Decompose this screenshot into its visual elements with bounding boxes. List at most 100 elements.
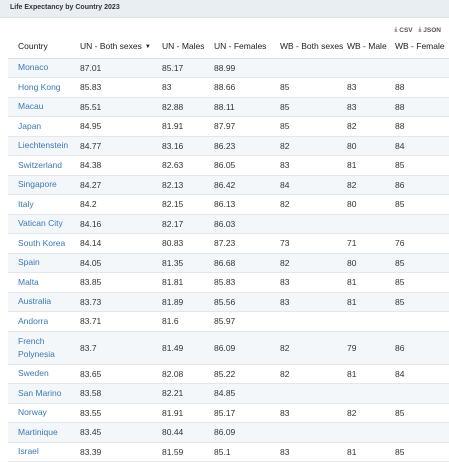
table-row: Macau 85.51 82.88 88.11 85 83 88 xyxy=(8,97,449,117)
wb-both-cell: 73 xyxy=(270,233,337,254)
wb-male-cell xyxy=(337,58,385,78)
un-both-cell: 84.16 xyxy=(70,214,152,234)
wb-female-cell: 86 xyxy=(385,175,449,195)
country-cell[interactable]: Liechtenstein xyxy=(8,136,70,156)
wb-male-cell: 81 xyxy=(337,364,385,384)
table-row: Liechtenstein 84.77 83.16 86.23 82 80 84 xyxy=(8,136,449,156)
country-cell[interactable]: Singapore xyxy=(8,175,70,195)
table-row: Italy 84.2 82.15 86.13 82 80 85 xyxy=(8,194,449,215)
un-females-cell: 85.97 xyxy=(204,311,270,332)
wb-male-cell: 83 xyxy=(337,77,385,98)
column-header-wb-both[interactable]: WB - Both sexes xyxy=(270,34,343,59)
country-cell[interactable]: Switzerland xyxy=(8,155,70,176)
country-cell[interactable]: Norway xyxy=(8,403,70,423)
wb-female-cell: 88 xyxy=(385,97,449,117)
un-females-cell: 87.97 xyxy=(204,116,270,137)
un-females-cell: 86.09 xyxy=(204,331,270,365)
column-header-wb-male[interactable]: WB - Male xyxy=(337,34,387,59)
wb-both-cell: 83 xyxy=(270,442,337,462)
wb-both-cell: 84 xyxy=(270,175,337,195)
wb-male-cell: 82 xyxy=(337,175,385,195)
un-females-cell: 86.09 xyxy=(204,422,270,443)
un-both-cell: 87.01 xyxy=(70,58,152,78)
country-cell[interactable]: Hong Kong xyxy=(8,77,70,98)
country-cell[interactable]: Macau xyxy=(8,97,70,117)
column-header-un-both[interactable]: UN - Both sexes ▼ xyxy=(70,34,152,59)
un-both-cell: 83.71 xyxy=(70,311,152,332)
wb-male-cell: 82 xyxy=(337,403,385,423)
data-table: Country UN - Both sexes ▼ UN - Males UN -… xyxy=(8,34,449,462)
table-row: French Polynesia 83.7 81.49 86.09 82 79 86 xyxy=(8,331,449,365)
un-both-cell: 83.58 xyxy=(70,383,152,404)
country-cell[interactable]: Andorra xyxy=(8,311,70,332)
wb-female-cell: 85 xyxy=(385,253,449,273)
un-males-cell: 83.16 xyxy=(152,136,204,156)
un-both-cell: 83.55 xyxy=(70,403,152,423)
wb-female-cell xyxy=(385,383,449,404)
un-females-cell: 85.17 xyxy=(204,403,270,423)
table-row: Spain 84.05 81.35 86.68 82 80 85 xyxy=(8,253,449,273)
country-cell[interactable]: Japan xyxy=(8,116,70,137)
un-females-cell: 85.83 xyxy=(204,272,270,293)
column-header-un-females[interactable]: UN - Females xyxy=(204,34,270,59)
un-females-cell: 88.66 xyxy=(204,77,270,98)
un-males-cell: 82.17 xyxy=(152,214,204,234)
wb-male-cell: 80 xyxy=(337,136,385,156)
un-males-cell: 85.17 xyxy=(152,58,204,78)
country-cell[interactable]: Australia xyxy=(8,292,70,312)
un-both-cell: 84.38 xyxy=(70,155,152,176)
wb-female-cell: 84 xyxy=(385,364,449,384)
un-males-cell: 81.35 xyxy=(152,253,204,273)
un-both-cell: 84.77 xyxy=(70,136,152,156)
country-cell[interactable]: Italy xyxy=(8,194,70,215)
wb-both-cell xyxy=(270,214,337,234)
wb-male-cell: 81 xyxy=(337,292,385,312)
un-both-cell: 83.73 xyxy=(70,292,152,312)
un-males-cell: 80.83 xyxy=(152,233,204,254)
table-title: Life Expectancy by Country 2023 xyxy=(0,0,449,18)
un-both-cell: 83.65 xyxy=(70,364,152,384)
csv-label: CSV xyxy=(399,27,413,34)
table-row: Martinique 83.45 80.44 86.09 xyxy=(8,422,449,443)
country-cell[interactable]: Spain xyxy=(8,253,70,273)
wb-female-cell xyxy=(385,58,449,78)
column-header-country[interactable]: Country xyxy=(8,34,70,59)
wb-female-cell: 76 xyxy=(385,233,449,254)
column-header-un-males[interactable]: UN - Males xyxy=(152,34,205,59)
un-both-cell: 83.39 xyxy=(70,442,152,462)
table-body: Monaco 87.01 85.17 88.99 Hong Kong 85.83 83 88.… xyxy=(8,58,449,462)
json-download-link[interactable]: ⤓ JSON xyxy=(419,27,441,34)
sort-desc-icon: ▼ xyxy=(144,43,151,50)
un-females-cell: 86.05 xyxy=(204,155,270,176)
wb-male-cell: 81 xyxy=(337,272,385,293)
wb-both-cell: 82 xyxy=(270,253,337,273)
country-cell[interactable]: South Korea xyxy=(8,233,70,254)
wb-male-cell xyxy=(337,311,385,332)
csv-download-link[interactable]: ⤓ CSV xyxy=(395,27,413,34)
column-header-wb-female[interactable]: WB - Female xyxy=(385,34,449,59)
wb-male-cell: 81 xyxy=(337,155,385,176)
wb-female-cell: 86 xyxy=(385,331,449,365)
country-cell[interactable]: Sweden xyxy=(8,364,70,384)
table-row: Vatican City 84.16 82.17 86.03 xyxy=(8,214,449,234)
wb-female-cell: 88 xyxy=(385,116,449,137)
country-cell[interactable]: Martinique xyxy=(8,422,70,443)
country-cell[interactable]: Malta xyxy=(8,272,70,293)
wb-both-cell: 85 xyxy=(270,116,337,137)
country-cell[interactable]: French Polynesia xyxy=(8,331,70,365)
un-males-cell: 82.21 xyxy=(152,383,204,404)
wb-male-cell: 80 xyxy=(337,253,385,273)
un-both-cell: 84.05 xyxy=(70,253,152,273)
country-cell[interactable]: Monaco xyxy=(8,58,70,78)
wb-male-cell: 82 xyxy=(337,116,385,137)
country-cell[interactable]: San Marino xyxy=(8,383,70,404)
un-females-cell: 86.23 xyxy=(204,136,270,156)
country-cell[interactable]: Israel xyxy=(8,442,70,462)
wb-male-cell xyxy=(337,383,385,404)
wb-female-cell: 85 xyxy=(385,292,449,312)
country-cell[interactable]: Vatican City xyxy=(8,214,70,234)
un-males-cell: 82.08 xyxy=(152,364,204,384)
wb-female-cell xyxy=(385,311,449,332)
wb-both-cell: 83 xyxy=(270,272,337,293)
un-males-cell: 82.15 xyxy=(152,194,204,215)
